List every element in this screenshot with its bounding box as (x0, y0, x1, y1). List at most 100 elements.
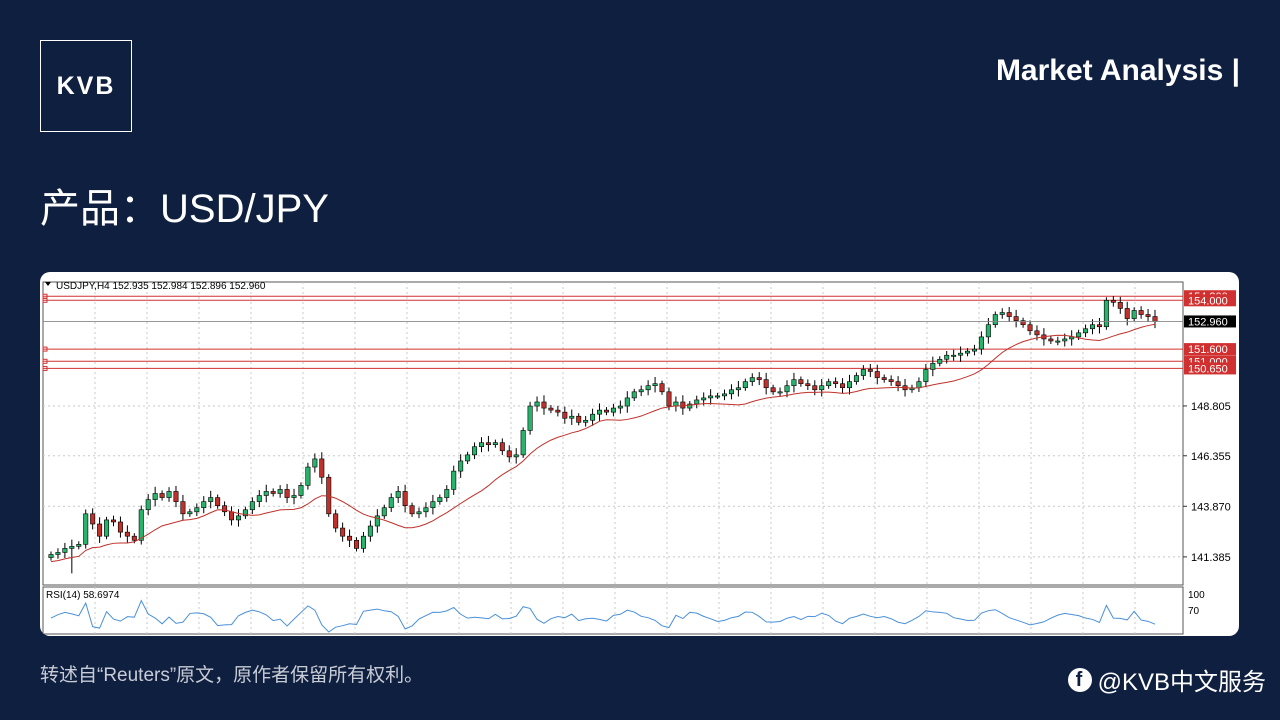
social-handle-text: @KVB中文服务 (1097, 669, 1266, 696)
bull-candle (1090, 324, 1096, 330)
rsi-panel (42, 586, 1184, 635)
bull-candle (1076, 332, 1082, 338)
bull-candle (985, 324, 991, 338)
price-chart: 141.385143.870146.355148.805154.200154.0… (42, 281, 1236, 635)
bull-candle (263, 491, 269, 496)
bull-candle (492, 442, 498, 445)
bear-candle (659, 383, 665, 393)
bull-candle (1055, 340, 1061, 343)
bear-candle (812, 385, 818, 391)
bull-candle (145, 499, 151, 511)
bull-candle (381, 507, 387, 517)
chart-card: 141.385143.870146.355148.805154.200154.0… (40, 272, 1239, 636)
bear-candle (1006, 312, 1012, 317)
rsi-line (50, 599, 1156, 633)
bull-candle (784, 385, 790, 393)
level-handle (42, 346, 48, 352)
bear-candle (90, 513, 96, 525)
bull-candle (298, 485, 304, 496)
bull-candle (242, 509, 248, 517)
bull-candle (722, 393, 728, 397)
bull-candle (951, 354, 957, 357)
bull-candle (1103, 300, 1109, 328)
bull-candle (478, 442, 484, 448)
bull-candle (513, 454, 519, 458)
bull-candle (444, 489, 450, 498)
bull-candle (360, 535, 366, 549)
bear-candle (1145, 314, 1151, 317)
bull-candle (194, 507, 200, 513)
bear-candle (541, 401, 547, 409)
bear-candle (124, 531, 130, 537)
bull-candle (735, 387, 741, 391)
bull-candle (201, 501, 207, 509)
bear-candle (131, 535, 137, 541)
bull-candle (652, 383, 658, 387)
bull-candle (860, 369, 866, 376)
bull-candle (48, 554, 54, 558)
bull-candle (472, 446, 478, 456)
price-tick-label: 143.870 (1191, 501, 1231, 513)
bear-candle (763, 379, 769, 389)
bear-candle (340, 527, 346, 537)
bull-candle (777, 391, 783, 394)
bear-candle (485, 442, 491, 445)
bull-candle (826, 381, 832, 387)
bear-candle (1110, 300, 1116, 303)
bull-candle (55, 552, 61, 555)
bull-candle (152, 493, 158, 500)
bull-candle (430, 501, 436, 509)
bear-candle (805, 383, 811, 387)
chart-title: USDJPY,H4 152.935 152.984 152.896 152.96… (56, 281, 266, 292)
bull-candle (749, 377, 755, 382)
bull-candle (1083, 328, 1089, 334)
price-tick-label: 146.355 (1191, 451, 1231, 463)
bull-candle (395, 491, 401, 498)
bear-candle (680, 401, 686, 409)
bull-candle (138, 509, 144, 541)
bear-candle (1117, 302, 1123, 309)
bear-candle (173, 491, 179, 502)
bull-candle (631, 391, 637, 399)
bear-candle (840, 383, 846, 389)
bear-candle (1152, 316, 1158, 322)
dropdown-arrow-icon (45, 282, 51, 286)
bull-candle (853, 375, 859, 382)
bull-candle (235, 515, 241, 521)
bear-candle (97, 523, 103, 537)
bull-candle (305, 466, 311, 486)
bull-candle (367, 525, 373, 537)
bull-candle (104, 519, 110, 537)
bear-candle (1048, 338, 1054, 342)
bear-candle (110, 519, 116, 523)
bear-candle (402, 491, 408, 506)
bear-candle (347, 535, 353, 541)
rsi-title: RSI(14) 58.6974 (46, 590, 120, 601)
moving-average-line (50, 323, 1156, 563)
bull-candle (708, 395, 714, 399)
product-title: 产品：USD/JPY (40, 187, 329, 231)
social-handle[interactable]: f @KVB中文服务 (1067, 662, 1266, 697)
bull-candle (978, 336, 984, 350)
bear-candle (1138, 310, 1144, 315)
bull-candle (465, 454, 471, 462)
bull-candle (597, 409, 603, 415)
bear-candle (548, 407, 554, 411)
price-panel (42, 281, 1184, 586)
bear-candle (284, 489, 290, 498)
bear-candle (333, 513, 339, 529)
bull-candle (965, 350, 971, 354)
level-label: 150.650 (1188, 363, 1228, 375)
logo-text: KVB (56, 71, 116, 100)
bull-candle (923, 369, 929, 382)
bull-candle (624, 397, 630, 407)
level-label-bg (1184, 343, 1236, 356)
bull-candle (638, 389, 644, 393)
bull-candle (715, 395, 721, 398)
bull-candle (76, 544, 82, 547)
bull-candle (249, 501, 255, 511)
bull-candle (944, 354, 950, 360)
bull-candle (312, 458, 318, 468)
bear-candle (159, 493, 165, 498)
bull-candle (791, 379, 797, 387)
